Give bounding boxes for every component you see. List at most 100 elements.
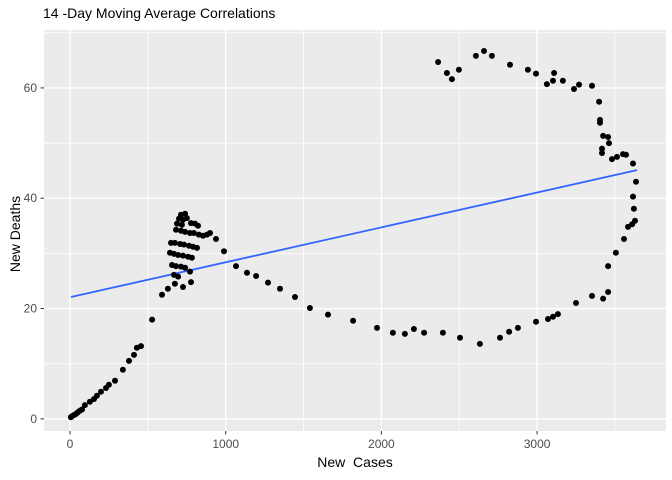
data-point	[630, 205, 637, 212]
data-point	[187, 268, 193, 275]
data-point	[350, 317, 357, 324]
data-point	[233, 263, 239, 270]
data-point	[633, 178, 639, 185]
data-point	[600, 132, 607, 139]
data-point	[476, 340, 483, 347]
data-point	[612, 249, 619, 256]
data-point	[171, 239, 178, 246]
y-tick-label: 40	[24, 191, 38, 205]
data-point	[559, 77, 566, 84]
data-point	[621, 236, 627, 242]
data-point	[630, 193, 636, 200]
data-point	[277, 285, 283, 292]
data-point	[620, 151, 626, 158]
x-tick-label: 1000	[212, 437, 239, 451]
data-point	[81, 402, 88, 409]
data-point	[207, 230, 213, 236]
data-point	[632, 217, 638, 224]
data-point	[178, 221, 185, 228]
data-point	[448, 76, 455, 83]
data-point	[389, 329, 396, 336]
data-point	[455, 66, 462, 73]
data-point	[614, 153, 620, 160]
data-point	[171, 280, 178, 287]
data-point	[472, 52, 479, 59]
data-point	[589, 82, 595, 89]
data-point	[180, 284, 186, 290]
data-point	[175, 252, 182, 258]
data-point	[576, 81, 582, 88]
data-point	[149, 316, 156, 323]
data-point	[182, 228, 189, 235]
data-point	[573, 300, 579, 306]
data-point	[597, 116, 603, 123]
chart-title: 14 -Day Moving Average Correlations	[43, 5, 276, 21]
data-point	[213, 236, 219, 242]
data-point	[374, 324, 380, 331]
data-point	[265, 279, 271, 286]
data-point	[589, 292, 595, 299]
data-point	[533, 70, 539, 77]
data-point	[401, 330, 408, 337]
data-point	[497, 334, 503, 341]
data-point	[443, 70, 450, 76]
data-point	[550, 313, 556, 320]
x-axis-title: New Cases	[317, 454, 393, 470]
data-point	[506, 328, 513, 335]
data-point	[79, 406, 85, 413]
data-point	[253, 273, 260, 279]
data-point	[410, 326, 417, 332]
data-point	[609, 156, 615, 163]
data-point	[600, 295, 607, 302]
y-axis-title: New Deaths	[7, 195, 23, 273]
y-tick-label: 0	[30, 412, 37, 426]
data-point	[605, 263, 612, 270]
data-point	[182, 264, 189, 271]
data-point	[221, 248, 227, 255]
data-point	[481, 48, 487, 54]
data-point	[173, 263, 179, 270]
data-point	[596, 98, 603, 105]
data-point	[98, 388, 104, 395]
data-point	[554, 311, 561, 318]
data-point	[194, 244, 200, 251]
data-point	[181, 241, 187, 248]
data-point	[599, 145, 605, 152]
data-point	[551, 70, 558, 76]
data-point	[173, 226, 179, 233]
data-point	[543, 81, 550, 88]
data-point	[605, 134, 612, 140]
data-point	[244, 269, 250, 276]
data-point	[131, 351, 137, 358]
data-point	[159, 291, 165, 298]
data-point	[112, 377, 118, 384]
data-point	[630, 160, 636, 167]
data-point	[195, 222, 201, 229]
data-point	[164, 285, 171, 292]
data-point	[457, 334, 463, 341]
x-tick-label: 3000	[524, 437, 551, 451]
y-tick-label: 20	[24, 302, 38, 316]
data-point	[421, 329, 428, 336]
x-tick-label: 2000	[368, 437, 395, 451]
data-point	[435, 59, 442, 65]
data-point	[507, 61, 513, 68]
data-point	[439, 329, 446, 336]
data-point	[105, 381, 112, 388]
y-tick-label: 60	[24, 81, 38, 95]
x-tick-label: 0	[67, 437, 74, 451]
data-point	[545, 316, 551, 322]
data-point	[93, 392, 100, 399]
data-point	[188, 254, 195, 261]
trend-line	[70, 169, 638, 298]
data-point	[292, 294, 298, 300]
data-point	[533, 318, 539, 325]
data-point	[599, 150, 605, 156]
data-point	[550, 77, 556, 84]
data-point	[325, 311, 331, 318]
data-point	[514, 324, 521, 331]
data-point	[306, 305, 313, 311]
data-point	[605, 289, 612, 295]
